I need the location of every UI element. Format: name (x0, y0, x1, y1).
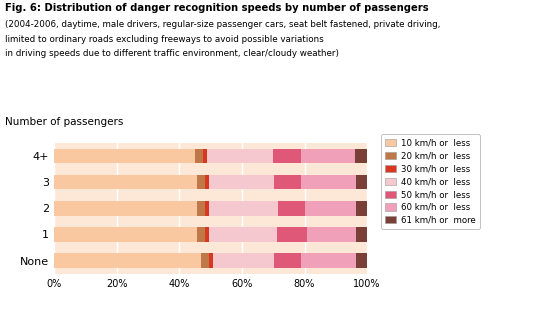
Bar (205, 175, 208, 189)
Bar (205, 227, 209, 242)
Bar (209, 227, 276, 242)
Bar (198, 227, 205, 242)
Bar (278, 201, 305, 216)
Text: limited to ordinary roads excluding freeways to avoid possible variations: limited to ordinary roads excluding free… (5, 35, 324, 44)
Bar (301, 253, 356, 268)
Bar (205, 201, 208, 216)
Text: (2004-2006, daytime, male drivers, regular-size passenger cars, seat belt fasten: (2004-2006, daytime, male drivers, regul… (5, 20, 441, 29)
Bar (273, 149, 301, 163)
Bar (54, 253, 201, 268)
Bar (201, 253, 208, 268)
Bar (274, 253, 301, 268)
Bar (207, 149, 273, 163)
Bar (54, 201, 197, 216)
Bar (276, 227, 307, 242)
Legend: 10 km/h or  less, 20 km/h or  less, 30 km/h or  less, 40 km/h or  less, 50 km/h : 10 km/h or less, 20 km/h or less, 30 km/… (381, 134, 480, 229)
Bar (208, 175, 274, 189)
Bar (54, 227, 198, 242)
Text: Number of passengers: Number of passengers (5, 117, 124, 128)
Bar (203, 149, 207, 163)
Bar (197, 201, 205, 216)
Bar (356, 253, 367, 268)
Bar (356, 227, 367, 242)
Bar (195, 149, 203, 163)
Bar (307, 227, 356, 242)
Bar (54, 175, 197, 189)
Bar (301, 175, 356, 189)
Bar (301, 149, 355, 163)
Bar (54, 149, 195, 163)
Bar (208, 201, 278, 216)
Bar (197, 175, 205, 189)
Bar (208, 253, 213, 268)
Bar (305, 201, 356, 216)
Bar (356, 175, 367, 189)
Bar (356, 201, 367, 216)
Text: in driving speeds due to different traffic environment, clear/cloudy weather): in driving speeds due to different traff… (5, 49, 340, 58)
Bar (213, 253, 274, 268)
Bar (355, 149, 367, 163)
Text: Fig. 6: Distribution of danger recognition speeds by number of passengers: Fig. 6: Distribution of danger recogniti… (5, 3, 429, 13)
Bar (274, 175, 301, 189)
